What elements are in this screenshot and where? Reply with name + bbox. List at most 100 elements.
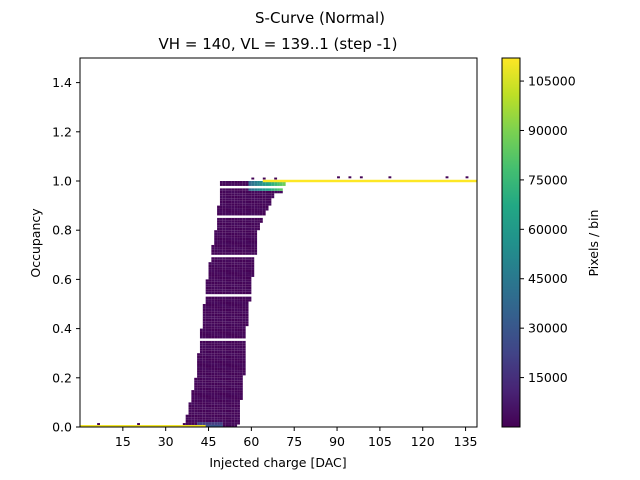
heatmap-cell xyxy=(211,331,215,334)
heatmap-cell xyxy=(239,353,243,356)
heatmap-cell xyxy=(225,321,229,324)
heatmap-cell xyxy=(239,203,243,206)
heatmap-cell xyxy=(219,417,223,420)
heatmap-cell xyxy=(199,358,203,361)
heatmap-cell xyxy=(225,380,229,383)
heatmap-cell xyxy=(259,205,263,209)
heatmap-cell xyxy=(225,343,229,346)
heatmap-cell xyxy=(237,353,240,356)
heatmap-cell xyxy=(234,284,238,287)
heatmap-cell xyxy=(222,252,226,255)
heatmap-cell xyxy=(239,235,243,238)
heatmap-cell xyxy=(225,350,229,354)
heatmap-cell xyxy=(231,382,235,386)
heatmap-cell xyxy=(199,365,203,368)
heatmap-cell xyxy=(231,402,235,405)
heatmap-cell xyxy=(191,422,195,425)
heatmap-cell xyxy=(228,311,232,314)
colorbar-tick-label: 15000 xyxy=(528,370,568,385)
heatmap-cell xyxy=(199,355,203,359)
heatmap-cell xyxy=(231,304,235,307)
heatmap-cell xyxy=(217,417,220,420)
heatmap-cell xyxy=(239,195,243,199)
heatmap-cell xyxy=(228,422,232,425)
heatmap-cell xyxy=(219,274,223,277)
heatmap-cell xyxy=(205,328,209,332)
x-tick-label: 90 xyxy=(329,434,345,449)
heatmap-cell xyxy=(231,252,235,255)
heatmap-cell xyxy=(259,190,263,194)
heatmap-cell xyxy=(237,404,240,408)
heatmap-cell xyxy=(228,331,232,334)
heatmap-cell xyxy=(242,203,246,206)
heatmap-cell xyxy=(277,188,280,191)
heatmap-cell xyxy=(214,230,218,233)
heatmap-cell xyxy=(211,244,215,248)
heatmap-cell xyxy=(268,203,272,206)
heatmap-cell xyxy=(251,195,255,199)
heatmap-cell xyxy=(199,417,203,420)
heatmap-cell xyxy=(245,247,249,250)
heatmap-cell xyxy=(199,348,203,351)
heatmap-cell xyxy=(222,188,226,191)
heatmap-cell xyxy=(205,417,209,420)
heatmap-cell xyxy=(225,200,229,204)
heatmap-cell xyxy=(214,335,218,339)
heatmap-cell xyxy=(237,343,240,346)
heatmap-cell xyxy=(194,419,198,423)
heatmap-cell xyxy=(222,372,226,376)
heatmap-cell xyxy=(234,333,238,336)
heatmap-cell xyxy=(265,200,269,204)
heatmap-cell xyxy=(194,390,198,393)
sparse-pixel xyxy=(388,176,392,179)
heatmap-cell xyxy=(228,313,232,317)
heatmap-cell xyxy=(234,230,238,233)
heatmap-cell xyxy=(239,247,243,250)
heatmap-cell xyxy=(208,355,212,359)
heatmap-cell xyxy=(234,409,238,413)
heatmap-cell xyxy=(251,240,255,243)
heatmap-cell xyxy=(197,363,200,366)
heatmap-cell xyxy=(222,237,226,241)
heatmap-cell xyxy=(237,225,240,228)
heatmap-cell xyxy=(208,301,212,304)
heatmap-cell xyxy=(271,183,275,186)
heatmap-cell xyxy=(234,279,238,282)
heatmap-cell xyxy=(194,412,198,415)
heatmap-cell xyxy=(214,355,218,359)
heatmap-cell xyxy=(202,370,206,373)
heatmap-cell xyxy=(205,304,209,307)
heatmap-cell xyxy=(211,301,215,304)
heatmap-cell xyxy=(242,321,246,324)
heatmap-cell xyxy=(208,365,212,368)
heatmap-cell xyxy=(225,333,229,336)
heatmap-cell xyxy=(217,407,220,410)
heatmap-cell xyxy=(248,198,252,201)
heatmap-cell xyxy=(214,232,218,236)
heatmap-cell xyxy=(217,252,220,255)
heatmap-cell xyxy=(254,190,258,194)
heatmap-cell xyxy=(194,397,198,400)
heatmap-cell xyxy=(208,286,212,290)
heatmap-cell xyxy=(234,244,238,248)
sparse-pixel xyxy=(251,177,255,180)
heatmap-cell xyxy=(242,306,246,309)
x-tick-label: 105 xyxy=(368,434,392,449)
heatmap-cell xyxy=(239,212,243,216)
heatmap-cell xyxy=(234,392,238,396)
heatmap-cell xyxy=(225,269,229,273)
heatmap-cell xyxy=(268,183,272,186)
heatmap-cell xyxy=(242,247,246,250)
heatmap-cell xyxy=(248,296,252,300)
heatmap-cell xyxy=(228,252,232,255)
heatmap-cell xyxy=(265,203,269,206)
heatmap-cell xyxy=(208,331,212,334)
heatmap-cell xyxy=(239,227,243,231)
heatmap-cell xyxy=(225,203,229,206)
heatmap-cell xyxy=(231,240,235,243)
heatmap-cell xyxy=(237,284,240,287)
heatmap-cell xyxy=(251,235,255,238)
heatmap-cell xyxy=(188,409,192,413)
heatmap-cell xyxy=(214,267,218,270)
heatmap-cell xyxy=(231,257,235,260)
